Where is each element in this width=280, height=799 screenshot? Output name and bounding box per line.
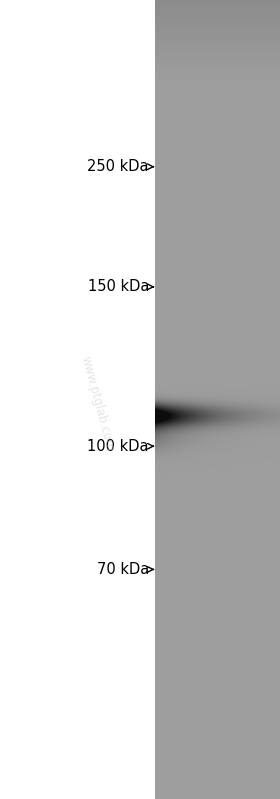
Text: 70 kDa: 70 kDa bbox=[97, 562, 149, 577]
Text: 150 kDa: 150 kDa bbox=[88, 280, 149, 294]
Text: www.ptglab.com: www.ptglab.com bbox=[78, 355, 116, 453]
Text: 100 kDa: 100 kDa bbox=[87, 439, 149, 454]
Text: 250 kDa: 250 kDa bbox=[87, 159, 149, 174]
